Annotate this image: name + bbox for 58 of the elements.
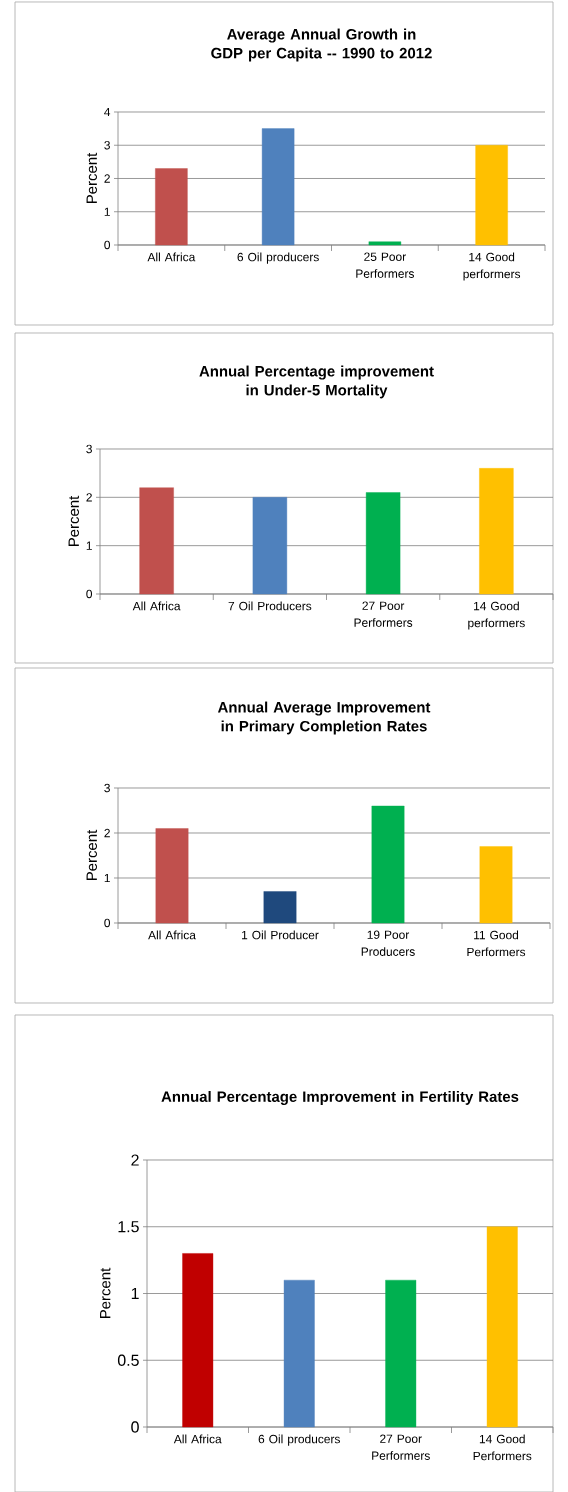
y-tick-label: 1 — [86, 541, 92, 550]
y-tick-label: 2 — [131, 1154, 139, 1166]
bar — [385, 1279, 417, 1428]
bar — [479, 468, 514, 595]
y-tick-label: 0.5 — [117, 1354, 139, 1366]
bar — [139, 487, 174, 595]
x-tick-label: All Africa — [147, 252, 196, 262]
y-axis-title: Percent — [68, 495, 79, 547]
bar — [155, 168, 188, 246]
y-tick-label: 3 — [104, 783, 110, 793]
x-tick-label: 6 Oil producers — [237, 252, 319, 264]
x-tick-label: 19 Poor Producers — [361, 930, 415, 956]
y-axis-title: Percent — [86, 152, 97, 204]
chart-title: Annual Average Improvement in Primary Completion Rates — [217, 701, 431, 735]
x-tick-label: All Africa — [132, 601, 181, 611]
y-tick-label: 0 — [86, 589, 93, 599]
y-tick-label: 1 — [104, 873, 110, 883]
x-tick-label: 14 Good performers — [463, 252, 521, 281]
y-tick-label: 1 — [104, 207, 110, 216]
x-tick-label: 14 Good performers — [468, 601, 525, 630]
x-tick-label: 25 Poor Performers — [356, 252, 415, 278]
y-tick-label: 2 — [86, 493, 92, 502]
chart-title: Annual Percentage Improvement in Fertility Rates — [161, 1091, 519, 1105]
bar — [155, 828, 189, 924]
y-tick-label: 2 — [104, 174, 110, 183]
bar — [182, 1253, 214, 1428]
y-tick-label: 0 — [104, 918, 111, 928]
bar — [261, 128, 295, 246]
y-tick-label: 0 — [104, 240, 111, 250]
bar — [365, 492, 401, 595]
y-axis-title: Percent — [86, 829, 97, 881]
x-tick-label: 6 Oil producers — [258, 1434, 340, 1446]
x-tick-label: 7 Oil Producers — [228, 601, 312, 611]
x-tick-label: All Africa — [173, 1434, 222, 1444]
y-tick-label: 4 — [104, 107, 111, 117]
x-tick-label: All Africa — [148, 930, 196, 940]
x-tick-label: 1 Oil Producer — [242, 930, 319, 940]
bar — [263, 891, 297, 924]
bar — [252, 497, 288, 595]
bar — [475, 145, 508, 246]
y-tick-label: 3 — [86, 444, 92, 454]
bar — [486, 1226, 518, 1428]
chart-title: Annual Percentage improvement in Under-5 Mortality — [199, 365, 434, 399]
bar — [371, 805, 405, 924]
y-tick-label: 2 — [104, 828, 110, 838]
y-tick-label: 3 — [104, 141, 110, 150]
x-tick-label: 14 Good Performers — [473, 1434, 532, 1461]
bar — [368, 241, 402, 246]
x-tick-label: 27 Poor Performers — [372, 1434, 430, 1460]
chart-title: Average Annual Growth in GDP per Capita -- 1990 to 2012 — [211, 28, 432, 62]
x-tick-label: 11 Good Performers — [467, 930, 526, 957]
y-axis-title: Percent — [100, 1267, 111, 1319]
bar — [283, 1279, 315, 1428]
y-tick-label: 1.5 — [118, 1221, 139, 1233]
bar — [479, 846, 513, 924]
y-tick-label: 1 — [131, 1288, 139, 1299]
y-tick-label: 0 — [131, 1421, 139, 1433]
x-tick-label: 27 Poor Performers — [354, 601, 413, 627]
